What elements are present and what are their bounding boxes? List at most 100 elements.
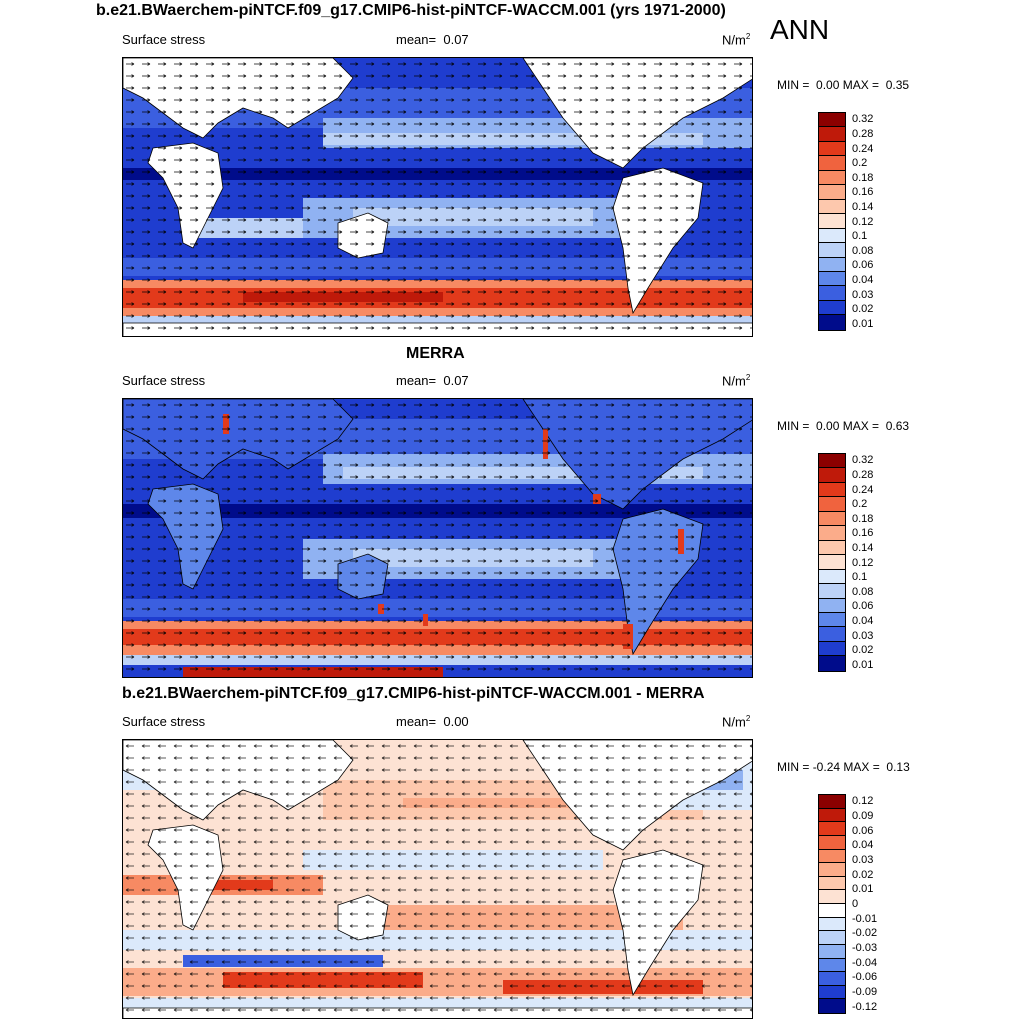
colorbar-swatch [819,795,845,809]
colorbar-label: 0.01 [852,317,874,330]
colorbar-swatch [819,199,845,215]
colorbar-label: 0 [852,898,859,910]
panel-1-max-label: MAX = [842,78,880,92]
colorbar-label: 0.24 [852,483,874,496]
colorbar-swatch [819,904,845,918]
colorbar-swatch [819,598,845,613]
colorbar-swatch [819,228,845,244]
colorbar-swatch [819,612,845,628]
panel-2-title: MERRA [406,345,465,362]
colorbar-label: 0.14 [852,200,874,213]
colorbar-swatch [819,944,845,959]
colorbar-swatch [819,127,845,142]
colorbar-label: 0.03 [852,854,874,866]
colorbar-label: -0.02 [852,927,878,940]
panel-3-mean-label: mean= [396,714,437,729]
panel-1-units-exp: 2 [745,32,751,41]
panel-1-mean: mean= 0.07 [396,32,469,47]
panel-3-map-svg [123,740,752,1018]
panel-3-title: b.e21.BWaerchem-piNTCF.f09_g17.CMIP6-his… [122,685,705,702]
colorbar-label: 0.08 [852,244,874,257]
colorbar-label: -0.12 [852,1000,878,1013]
colorbar-swatch [819,185,845,200]
panel-1-title: b.e21.BWaerchem-piNTCF.f09_g17.CMIP6-his… [96,2,726,19]
panel-2-units-exp: 2 [745,373,751,382]
colorbar-swatch [819,876,845,891]
colorbar-swatch [819,271,845,287]
season-label: ANN [770,14,830,45]
colorbar-label: 0.01 [852,883,874,896]
colorbar-swatch [819,863,845,877]
panel-2-minmax: MIN = 0.00 MAX = 0.63 [777,419,909,433]
colorbar-label: 0.28 [852,127,874,140]
colorbar-swatch [819,540,845,556]
colorbar-label: 0.06 [852,824,874,837]
panel-1-units: N/m2 [722,32,750,47]
panel-2-colorbar [818,453,846,672]
colorbar-label: 0.16 [852,527,874,540]
panel-3-max-label: MAX = [843,760,880,774]
colorbar-label: 0.08 [852,585,874,598]
panel-3-map [122,739,753,1019]
colorbar-label: 0.2 [852,157,868,170]
colorbar-swatch [819,482,845,498]
colorbar-label: 0.1 [852,571,868,584]
panel-1-max-value: 0.35 [885,78,910,92]
colorbar-swatch [819,315,845,330]
panel-1-units-base: N/m [722,32,746,48]
colorbar-swatch [819,511,845,527]
colorbar-swatch [819,985,845,1000]
panel-2-mean-label: mean= [396,373,437,388]
colorbar-swatch [819,641,845,657]
panel-2-map [122,398,753,678]
colorbar-swatch [819,569,845,585]
panel-3-min-value: -0.24 [812,760,841,774]
panel-2-mean: mean= 0.07 [396,373,469,388]
colorbar-label: 0.03 [852,629,874,642]
panel-3-mean: mean= 0.00 [396,714,469,729]
colorbar-label: 0.09 [852,810,874,822]
colorbar-label: 0.12 [852,556,874,569]
colorbar-swatch [819,808,845,823]
colorbar-swatch [819,497,845,512]
colorbar-swatch [819,890,845,904]
panel-2-units: N/m2 [722,373,750,388]
colorbar-swatch [819,555,845,570]
colorbar-label: 0.16 [852,186,874,199]
panel-3-units: N/m2 [722,714,750,729]
colorbar-label: 0.04 [852,273,874,286]
panel-1-map-svg [123,58,752,336]
panel-2-max-label: MAX = [842,419,880,433]
panel-1-minmax: MIN = 0.00 MAX = 0.35 [777,78,909,92]
colorbar-swatch [819,656,845,671]
colorbar-label: 0.04 [852,614,874,627]
panel-1-min-label: MIN = [777,78,810,92]
panel-1-min-value: 0.00 [816,78,840,92]
colorbar-label: 0.06 [852,600,874,613]
panel-3-units-exp: 2 [745,714,751,723]
panel-3-minmax: MIN = -0.24 MAX = 0.13 [777,760,910,774]
colorbar-label: 0.1 [852,230,868,243]
panel-2-units-base: N/m [722,373,746,389]
colorbar-swatch [819,822,845,836]
colorbar-swatch [819,468,845,483]
colorbar-label: 0.02 [852,303,874,316]
colorbar-swatch [819,156,845,171]
colorbar-label: 0.24 [852,142,874,155]
colorbar-swatch [819,141,845,157]
colorbar-label: 0.32 [852,113,874,126]
colorbar-swatch [819,214,845,229]
colorbar-label: 0.03 [852,288,874,301]
colorbar-label: 0.18 [852,512,874,525]
panel-1-colorbar [818,112,846,331]
panel-3-max-value: 0.13 [886,760,910,774]
panel-3-units-base: N/m [722,714,746,730]
panel-2-max-value: 0.63 [885,419,910,433]
colorbar-swatch [819,526,845,541]
colorbar-swatch [819,170,845,186]
colorbar-swatch [819,257,845,272]
panel-2-map-svg [123,399,752,677]
panel-3-min-label: MIN = [777,760,810,774]
panel-2-mean-value: 0.07 [443,373,469,388]
panel-1-mean-label: mean= [396,32,437,47]
